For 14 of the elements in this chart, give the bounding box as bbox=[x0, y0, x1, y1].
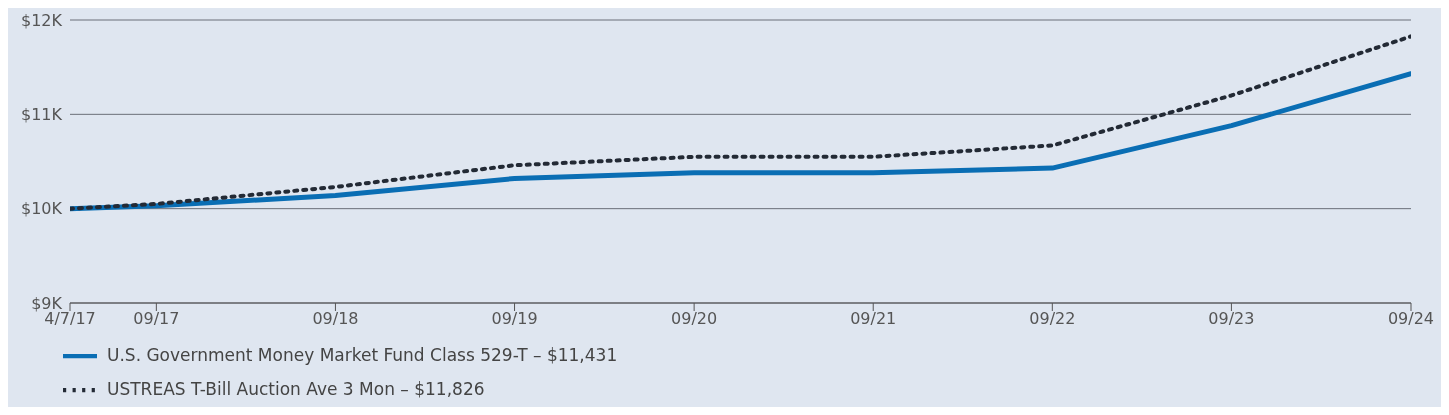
line-series bbox=[70, 34, 1411, 211]
x-tick-label: 09/24 bbox=[1387, 309, 1435, 329]
legend-label: USTREAS T-Bill Auction Ave 3 Mon – $11,826 bbox=[107, 378, 485, 399]
x-tick-label: 09/19 bbox=[491, 309, 538, 329]
x-tick-label: 09/23 bbox=[1208, 309, 1255, 329]
x-tick-label: 09/18 bbox=[312, 309, 359, 329]
x-tick-label: 09/17 bbox=[133, 309, 180, 329]
y-tick-label: $10K bbox=[20, 199, 63, 219]
y-tick-label: $11K bbox=[20, 105, 63, 125]
y-tick-label: $12K bbox=[20, 10, 63, 30]
x-tick-label: 09/20 bbox=[671, 309, 718, 329]
legend-label: U.S. Government Money Market Fund Class 529-T – $11,431 bbox=[107, 344, 618, 365]
x-tick-label: 09/21 bbox=[850, 309, 897, 329]
x-tick-label: 09/22 bbox=[1029, 309, 1076, 329]
